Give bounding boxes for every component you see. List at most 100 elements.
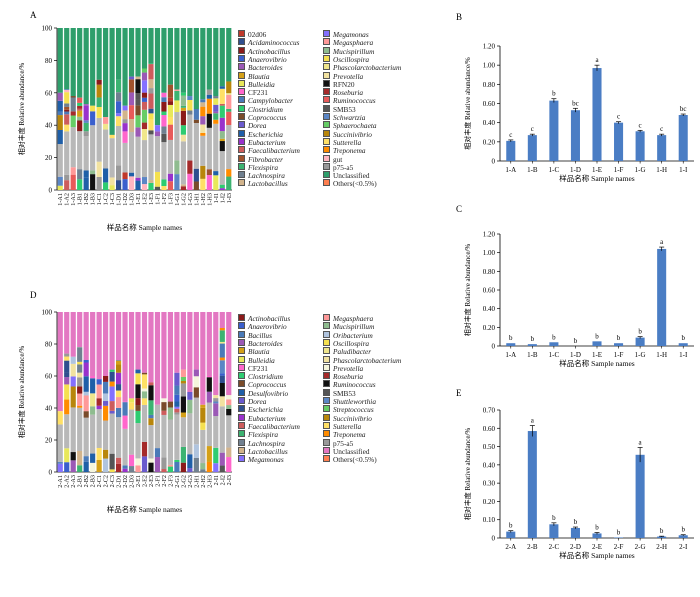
significance-label: c bbox=[531, 125, 534, 133]
legend-swatch bbox=[238, 146, 245, 153]
x-tick-label: 1-G bbox=[635, 351, 646, 359]
significance-label: b bbox=[595, 332, 599, 340]
stack-segment bbox=[64, 377, 69, 384]
stack-segment bbox=[148, 418, 153, 425]
x-tick-label: 2-H bbox=[656, 543, 667, 551]
legend-swatch bbox=[323, 447, 330, 454]
legend-swatch bbox=[238, 63, 245, 70]
legend-swatch bbox=[238, 347, 245, 354]
stack-segment bbox=[181, 413, 186, 418]
stack-segment bbox=[142, 388, 147, 391]
legend-swatch bbox=[323, 63, 330, 70]
stack-segment bbox=[213, 96, 218, 98]
stack-segment bbox=[97, 162, 102, 177]
legend-item: Ruminococcus bbox=[323, 96, 376, 104]
x-tick-label: 1-I3 bbox=[226, 193, 233, 203]
legend-item: Flexispira bbox=[238, 430, 278, 438]
stack-segment bbox=[84, 363, 89, 377]
legend-swatch bbox=[238, 130, 245, 137]
stack-segment bbox=[148, 130, 153, 134]
stack-segment bbox=[220, 373, 225, 375]
stack-segment bbox=[84, 120, 89, 123]
stack-segment-unclassified bbox=[168, 28, 173, 85]
significance-label: b bbox=[595, 524, 599, 532]
stack-segment bbox=[103, 130, 108, 169]
stack-segment bbox=[181, 93, 186, 96]
x-axis-label: 样品名称 Sample names bbox=[559, 358, 634, 368]
stack-segment bbox=[213, 113, 218, 119]
stack-segment bbox=[194, 398, 199, 445]
legend-swatch bbox=[238, 447, 245, 454]
x-tick-label: 1-A bbox=[505, 166, 516, 174]
stack-segment bbox=[220, 106, 225, 118]
x-tick-label: 1-H bbox=[656, 166, 667, 174]
stack-segment bbox=[200, 102, 205, 106]
stack-segment bbox=[110, 185, 115, 190]
stack-segment bbox=[110, 414, 115, 454]
legend-swatch bbox=[238, 155, 245, 162]
stack-segment bbox=[129, 466, 134, 472]
stack-segment bbox=[148, 64, 153, 79]
legend-swatch bbox=[238, 179, 245, 186]
legend-swatch bbox=[238, 380, 245, 387]
stack-segment bbox=[142, 110, 147, 123]
stack-segment bbox=[97, 460, 102, 472]
significance-label: b bbox=[660, 527, 664, 535]
stack-segment bbox=[116, 360, 121, 361]
stack-segment bbox=[58, 93, 63, 101]
stack-segment bbox=[135, 93, 140, 100]
significance-label: b bbox=[681, 526, 685, 534]
stack-segment bbox=[77, 451, 82, 465]
legend-item: Faecalibacterium bbox=[238, 422, 300, 430]
stack-segment-unclassified bbox=[155, 28, 160, 125]
stack-segment-unclassified bbox=[71, 312, 76, 357]
stack-segment-unclassified bbox=[129, 28, 134, 77]
stack-segment bbox=[84, 456, 89, 462]
stack-segment-unclassified bbox=[194, 312, 199, 370]
stack-segment bbox=[174, 386, 179, 395]
stack-segment bbox=[97, 85, 102, 98]
legend-item: Bacteroides bbox=[238, 63, 283, 71]
legend-label: Megamonas bbox=[248, 455, 284, 464]
y-tick-label: 0.40 bbox=[483, 119, 496, 127]
significance-label: b bbox=[552, 90, 556, 98]
stack-segment bbox=[77, 364, 82, 372]
stack-segment bbox=[129, 176, 134, 190]
stack-segment bbox=[200, 179, 205, 190]
stack-segment bbox=[226, 95, 231, 109]
stack-segment bbox=[135, 79, 140, 93]
stack-segment bbox=[142, 405, 147, 442]
legend-item: Bulleidia bbox=[238, 80, 275, 88]
stack-segment bbox=[181, 377, 186, 381]
legend-swatch bbox=[238, 163, 245, 170]
panel-label: B bbox=[456, 12, 462, 22]
stack-segment bbox=[58, 101, 63, 112]
stack-segment bbox=[194, 169, 199, 182]
stack-segment-unclassified bbox=[207, 28, 212, 90]
stack-segment bbox=[142, 93, 147, 98]
stack-segment bbox=[103, 393, 108, 401]
legend-swatch bbox=[238, 80, 245, 87]
stack-segment bbox=[129, 92, 134, 105]
bar bbox=[636, 455, 645, 538]
stack-segment bbox=[220, 360, 225, 373]
significance-label: b bbox=[681, 334, 685, 342]
stack-segment bbox=[207, 90, 212, 95]
bar bbox=[506, 532, 515, 538]
stack-segment bbox=[97, 384, 102, 398]
stack-segment bbox=[122, 402, 127, 403]
stack-segment bbox=[64, 448, 69, 462]
stack-segment bbox=[213, 124, 218, 171]
stack-segment-unclassified bbox=[77, 28, 82, 98]
y-axis-label: 相对丰度 Relative abundance/% bbox=[463, 244, 472, 337]
stack-segment bbox=[71, 116, 76, 128]
stack-segment-unclassified bbox=[116, 312, 121, 360]
legend-swatch bbox=[323, 372, 330, 379]
stack-segment bbox=[200, 99, 205, 102]
y-tick-label: 60 bbox=[45, 373, 53, 381]
stack-segment bbox=[103, 406, 108, 421]
stack-segment bbox=[213, 401, 218, 403]
stack-segment bbox=[181, 111, 186, 125]
stack-segment bbox=[110, 370, 115, 372]
stack-segment bbox=[220, 141, 225, 151]
